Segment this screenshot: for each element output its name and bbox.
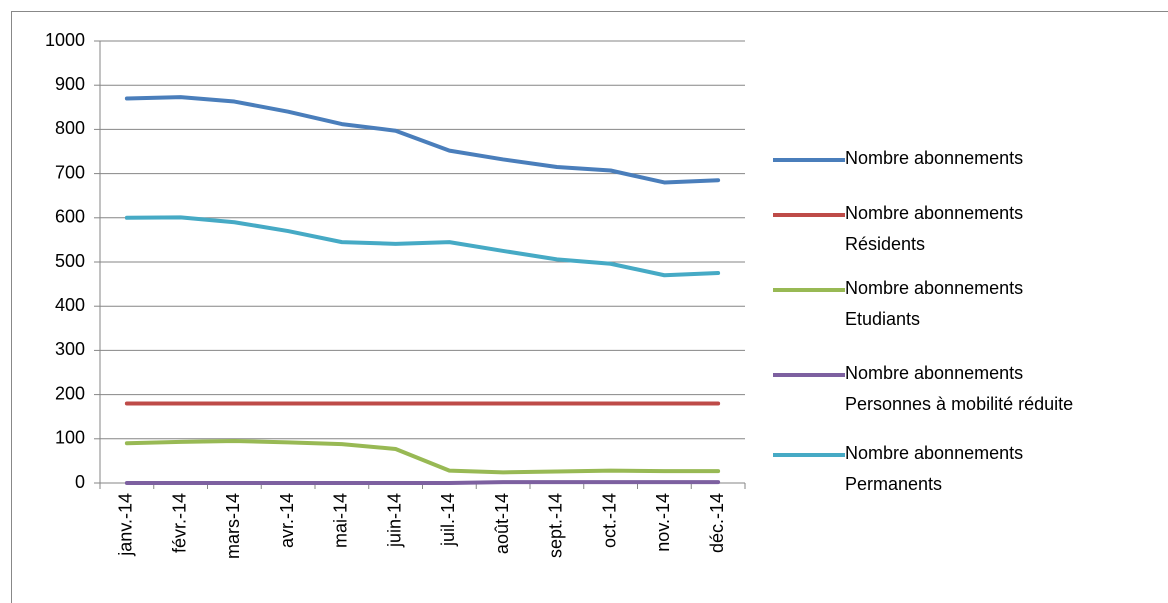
legend-label: Nombre abonnements Permanents [845,443,1024,494]
x-tick-label: déc.-14 [707,493,727,553]
legend-item: Nombre abonnements Personnes à mobilité … [773,362,1073,420]
y-tick-label: 500 [55,251,85,271]
chart-frame [11,11,1168,603]
y-tick-label: 200 [55,383,85,403]
x-tick-label: juil.-14 [438,493,458,547]
legend-swatch [773,213,845,217]
legend-label: Nombre abonnements [845,148,1024,168]
y-tick-label: 1000 [45,30,85,50]
legend-item: Nombre abonnements [773,147,1023,174]
series-line [124,95,721,185]
x-tick-label: mars-14 [223,493,243,559]
legend-item: Nombre abonnements Etudiants [773,277,1023,335]
x-tick-label: avr.-14 [277,493,297,548]
x-tick-label: sept.-14 [546,493,566,558]
legend-item: Nombre abonnements Résidents [773,202,1023,260]
y-tick-label: 100 [55,428,85,448]
legend-label: Nombre abonnements Etudiants [845,278,1024,329]
y-tick-label: 600 [55,207,85,227]
x-tick-label: juin-14 [384,493,404,548]
legend-swatch [773,373,845,377]
y-tick-label: 400 [55,295,85,315]
legend-swatch [773,158,845,162]
y-tick-label: 0 [75,472,85,492]
y-tick-label: 800 [55,118,85,138]
x-tick-label: août-14 [492,493,512,554]
legend-swatch [773,453,845,457]
y-tick-label: 700 [55,162,85,182]
legend-swatch [773,288,845,292]
legend-label: Nombre abonnements Personnes à mobilité … [845,363,1074,414]
series-line [124,439,721,475]
y-tick-label: 300 [55,339,85,359]
x-tick-label: janv.-14 [116,493,136,557]
series-line [124,480,721,485]
x-tick-label: mai-14 [331,493,351,548]
legend-label: Nombre abonnements Résidents [845,203,1024,254]
x-tick-label: févr.-14 [169,493,189,553]
y-tick-label: 900 [55,74,85,94]
x-tick-label: oct.-14 [599,493,619,548]
x-tick-label: nov.-14 [653,493,673,552]
legend-item: Nombre abonnements Permanents [773,442,1023,500]
series-line [124,215,721,278]
